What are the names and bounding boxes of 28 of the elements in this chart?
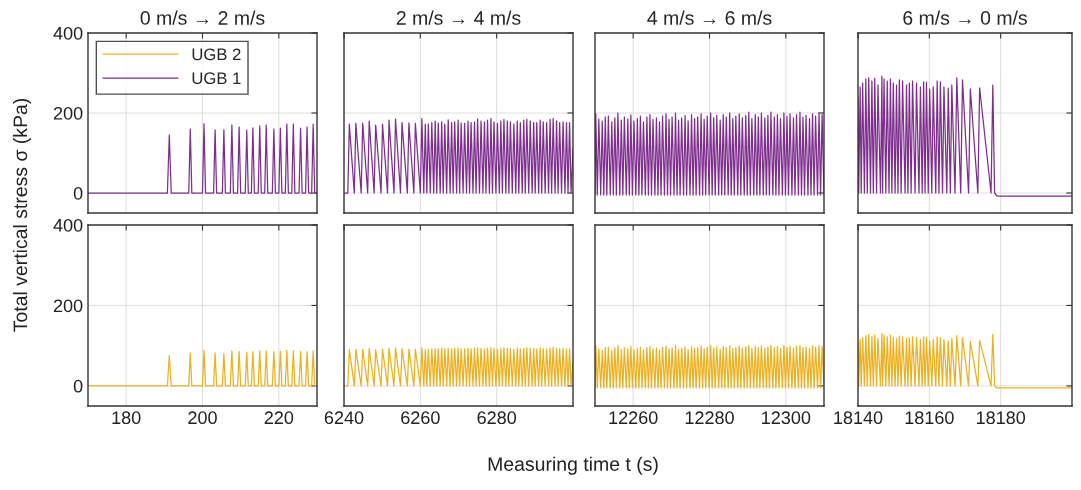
chart-title: 4 m/s → 6 m/s	[647, 10, 772, 25]
line-series	[88, 123, 317, 194]
x-tick-label: 12260	[609, 411, 658, 425]
x-axis-title: Measuring time t (s)	[488, 456, 658, 475]
y-tick-label: 0	[73, 186, 83, 200]
x-tick-label: 6240	[324, 411, 364, 425]
x-tick-label: 12280	[685, 411, 734, 425]
x-tick-label: 18180	[976, 411, 1026, 425]
y-tick-label: 0	[73, 379, 83, 393]
y-tick-label: 400	[53, 26, 83, 40]
legend-label: UGB 1	[192, 72, 241, 85]
y-tick-label: 200	[53, 299, 83, 313]
x-tick-label: 6280	[477, 411, 517, 425]
legend-label: UGB 2	[192, 48, 241, 61]
chart-title: 6 m/s → 0 m/s	[903, 10, 1027, 25]
x-tick-label: 220	[264, 411, 294, 425]
x-tick-label: 18160	[905, 411, 954, 425]
x-tick-label: 18140	[834, 411, 883, 425]
chart-title: 0 m/s → 2 m/s	[140, 10, 265, 25]
x-tick-label: 180	[112, 411, 141, 425]
y-tick-label: 200	[53, 106, 83, 120]
chart-title: 2 m/s → 4 m/s	[396, 10, 521, 25]
x-tick-label: 200	[188, 411, 217, 425]
y-axis-title: Total vertical stress σ (kPa)	[12, 98, 32, 332]
y-tick-label: 400	[53, 218, 83, 232]
line-series	[88, 349, 317, 387]
x-tick-label: 6260	[401, 411, 440, 425]
x-tick-label: 12300	[762, 411, 811, 425]
